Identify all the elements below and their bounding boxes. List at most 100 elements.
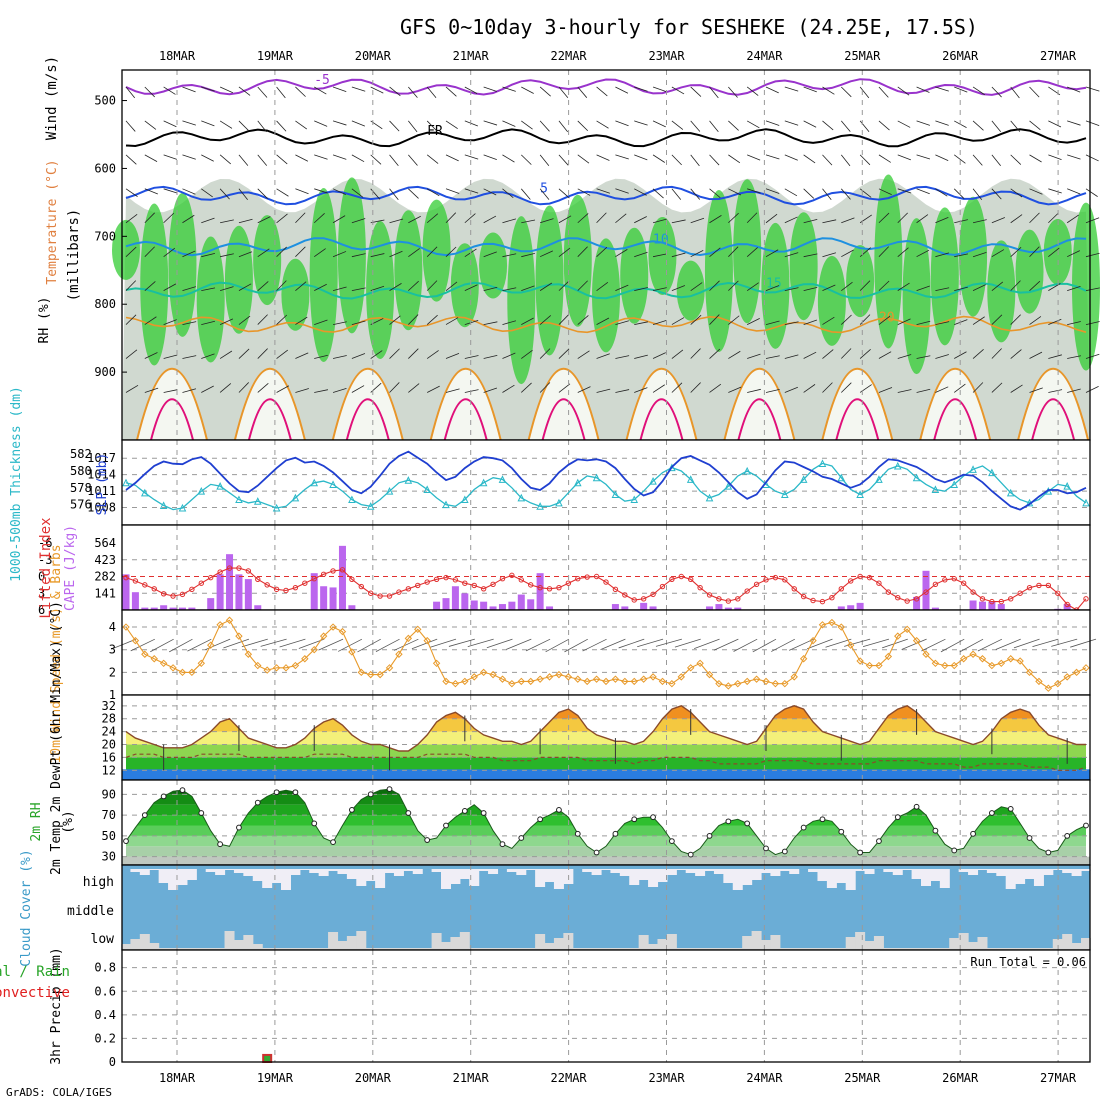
thickness-marker (517, 493, 526, 502)
wind-barb (144, 352, 158, 359)
lifted-index-marker (273, 586, 280, 593)
wind10m-marker (244, 650, 253, 658)
wind-barb (615, 284, 629, 292)
isotherm-25-arc (835, 398, 880, 441)
cloud-low-bar (346, 936, 357, 950)
wind-barb (728, 154, 741, 164)
wind-barb (238, 120, 250, 132)
lifted-index-marker (528, 582, 534, 588)
wind-barb (539, 154, 550, 167)
rh2m-ylabel: 2m RH (29, 802, 44, 841)
thickness-marker (178, 503, 187, 512)
precip-panel: 0 0.2 0.4 0.6 0.8 Run Total = 0.06 3hr Precip … (0, 947, 1091, 1069)
lifted-index-marker (584, 574, 590, 580)
wind-barb (577, 315, 589, 325)
rh2m-marker (405, 810, 412, 816)
wind-barb (445, 281, 458, 291)
wind-barb (615, 249, 628, 258)
wind-barb (1067, 188, 1081, 195)
wind-barb (822, 316, 835, 325)
wind10m-marker (658, 677, 667, 686)
wind-barb (1048, 188, 1062, 194)
wind-barb (295, 120, 308, 130)
cloud-low-bar (441, 942, 451, 950)
wind10m-barb (506, 638, 532, 650)
cloud-high-bar (892, 869, 903, 875)
cloud-low-bar (224, 931, 235, 950)
wind-barb (954, 286, 968, 292)
cloud-high-bar (299, 869, 310, 870)
wind10m-barb (150, 638, 174, 653)
cloud-low-bar (488, 948, 499, 950)
lifted-index-marker (970, 589, 976, 595)
panel-frame (121, 949, 1091, 1063)
rh2m-marker (687, 851, 694, 858)
wind-barb (634, 287, 648, 292)
wind-barb (201, 154, 214, 162)
wind10m-marker (1025, 668, 1034, 677)
isotherm-freezing (125, 128, 1087, 148)
cloud-high-bar (309, 869, 320, 873)
thickness-marker (931, 485, 940, 493)
cloud-high-bar (732, 869, 743, 890)
cloud-high-bar (666, 869, 677, 875)
cape-bar (969, 600, 977, 610)
rh2m-marker (1007, 805, 1014, 812)
wind-barb (916, 86, 930, 93)
wind-barb (935, 217, 949, 224)
wind-barb (314, 319, 328, 325)
lifted-index-marker (603, 579, 609, 585)
wind-barb (295, 188, 309, 195)
wind10m-barb (582, 638, 607, 652)
rh-cell-green (394, 210, 423, 331)
temp-ytick-label: 20 (102, 738, 116, 752)
wind-barb (916, 388, 931, 393)
wind-barb (1048, 318, 1062, 325)
wind-barb (1048, 247, 1060, 258)
wind10m-marker (442, 677, 450, 686)
wind10m-barb (411, 638, 438, 650)
cloud-high-bar (281, 869, 291, 890)
thickness-marker (329, 480, 337, 488)
cape-bar (931, 607, 939, 610)
wind-barb (709, 280, 720, 291)
lifted-index-marker (979, 596, 986, 602)
rh-cell-green (337, 177, 366, 334)
wind-barb (652, 320, 667, 325)
wind10m-marker (1044, 684, 1053, 692)
wind10m-marker (611, 675, 620, 683)
isotherm-5-label: 5 (540, 182, 548, 197)
wind-barb (878, 86, 889, 98)
wind10m-marker (357, 668, 366, 677)
thickness-marker (837, 473, 846, 482)
lifted-index-marker (669, 576, 675, 582)
cape-bar (546, 606, 554, 610)
wind-barb (916, 214, 929, 224)
lifted-index-marker (960, 580, 967, 586)
lifted-index-marker (283, 587, 289, 594)
wind10m-barb (655, 638, 682, 647)
wind-barb (144, 212, 155, 224)
rh-cell-green (648, 217, 677, 296)
upper-ytick-label: 500 (94, 94, 116, 108)
lifted-index-marker (1083, 596, 1089, 602)
wind-barb (841, 382, 852, 393)
wind-barb (803, 253, 818, 258)
wind10m-barb (807, 638, 833, 650)
lifted-index-marker (895, 595, 901, 601)
cloud-low-bar (1043, 948, 1054, 950)
wind-barb (182, 188, 196, 195)
wind10m-marker (1007, 655, 1015, 663)
rh2m-marker (236, 824, 242, 831)
cloud-high-bar (450, 869, 461, 884)
wind-barb (370, 285, 385, 292)
wind-barb (201, 217, 215, 224)
cloud-high-bar (1081, 869, 1091, 871)
wind-barb (878, 120, 890, 131)
wind-barb (803, 384, 816, 393)
wind-barb (502, 86, 516, 92)
wind-barb (521, 317, 534, 325)
wind-barb (125, 188, 138, 197)
wind-barb (1085, 188, 1098, 197)
wind-barb (803, 351, 817, 359)
